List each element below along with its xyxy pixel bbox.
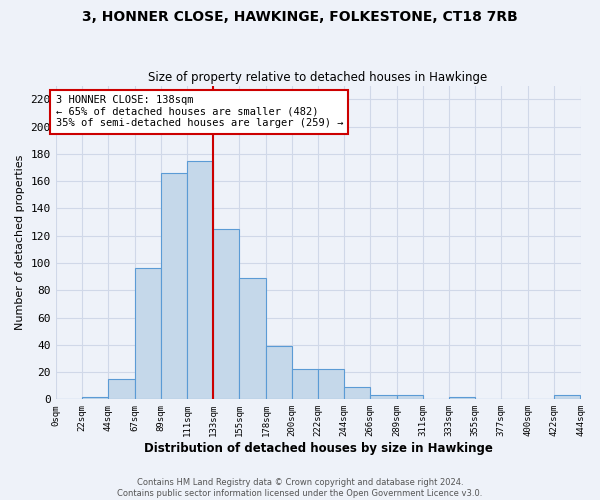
Bar (370, 395, 397, 400)
Bar (449, 396, 475, 400)
Bar (82, 396, 107, 400)
Bar (554, 395, 580, 400)
Y-axis label: Number of detached properties: Number of detached properties (15, 155, 25, 330)
Bar (213, 229, 239, 400)
Bar (266, 346, 292, 400)
Bar (292, 370, 318, 400)
Bar (135, 268, 161, 400)
Bar (344, 387, 370, 400)
Bar (397, 395, 423, 400)
Bar (107, 379, 135, 400)
Text: 3, HONNER CLOSE, HAWKINGE, FOLKESTONE, CT18 7RB: 3, HONNER CLOSE, HAWKINGE, FOLKESTONE, C… (82, 10, 518, 24)
Bar (187, 160, 213, 400)
X-axis label: Distribution of detached houses by size in Hawkinge: Distribution of detached houses by size … (143, 442, 493, 455)
Text: Contains HM Land Registry data © Crown copyright and database right 2024.
Contai: Contains HM Land Registry data © Crown c… (118, 478, 482, 498)
Bar (318, 370, 344, 400)
Bar (161, 173, 187, 400)
Title: Size of property relative to detached houses in Hawkinge: Size of property relative to detached ho… (148, 72, 488, 85)
Text: 3 HONNER CLOSE: 138sqm
← 65% of detached houses are smaller (482)
35% of semi-de: 3 HONNER CLOSE: 138sqm ← 65% of detached… (56, 95, 343, 128)
Bar (239, 278, 266, 400)
